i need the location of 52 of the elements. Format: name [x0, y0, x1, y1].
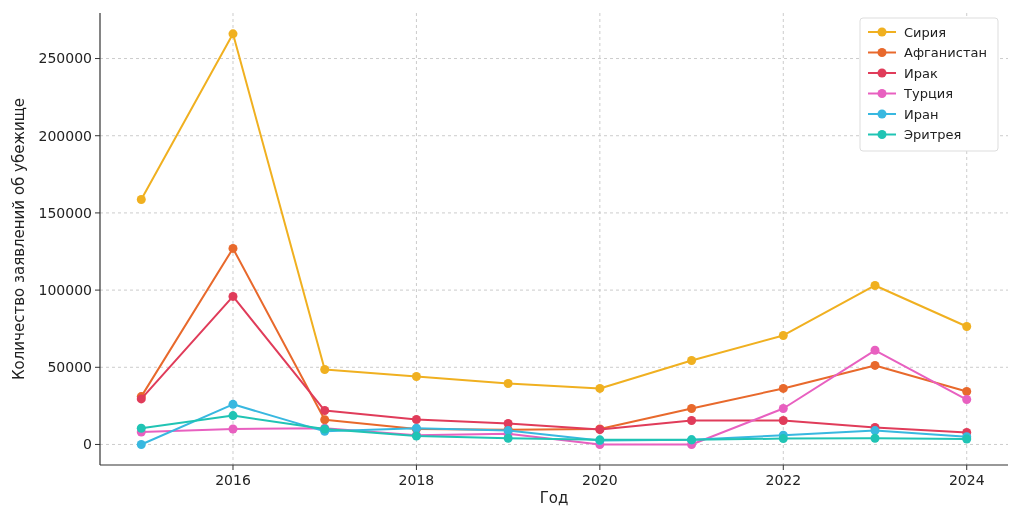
point [870, 280, 880, 290]
point [320, 415, 330, 425]
legend-label: Эритрея [904, 127, 962, 143]
point [228, 424, 238, 434]
point [228, 243, 238, 253]
point [962, 395, 972, 405]
point [228, 411, 238, 421]
point [136, 194, 146, 204]
point [778, 383, 788, 393]
point [778, 416, 788, 426]
point [687, 355, 697, 365]
legend-label: Сирия [904, 24, 947, 40]
y-tick-label: 250000 [38, 50, 92, 67]
point [687, 404, 697, 413]
legend-label: Турция [903, 86, 954, 102]
legend-label: Иран [904, 106, 939, 122]
point [503, 378, 513, 388]
y-axis-title: Количество заявлений об убежище [10, 97, 28, 381]
point [136, 439, 146, 449]
point [228, 399, 238, 409]
point [962, 387, 972, 397]
point [595, 383, 605, 393]
point [228, 29, 238, 39]
point [778, 404, 788, 413]
y-tick-label: 50000 [47, 359, 92, 376]
y-tick-label: 200000 [38, 127, 92, 144]
point [870, 360, 880, 370]
legend-label: Ирак [904, 65, 938, 81]
point [870, 345, 880, 355]
point [411, 372, 421, 382]
y-tick-label: 150000 [38, 204, 92, 221]
y-tick-label: 100000 [38, 282, 92, 298]
x-tick-label: 2016 [215, 472, 251, 488]
x-tick-label: 2022 [765, 472, 802, 488]
point [778, 434, 788, 444]
point [870, 426, 880, 436]
legend-label: Афганистан [904, 45, 987, 61]
point [228, 291, 238, 301]
x-tick-label: 2024 [948, 472, 985, 488]
point [962, 322, 972, 332]
point [320, 406, 330, 416]
x-tick-label: 2020 [582, 472, 618, 488]
point [778, 330, 788, 340]
point [320, 364, 330, 374]
x-tick-label: 2018 [398, 472, 435, 488]
point [411, 414, 421, 424]
point [503, 433, 513, 443]
y-tick-label: 0 [83, 436, 92, 453]
point [687, 416, 697, 426]
x-axis-title: Год [539, 489, 569, 506]
point [870, 433, 880, 443]
point [136, 423, 146, 433]
